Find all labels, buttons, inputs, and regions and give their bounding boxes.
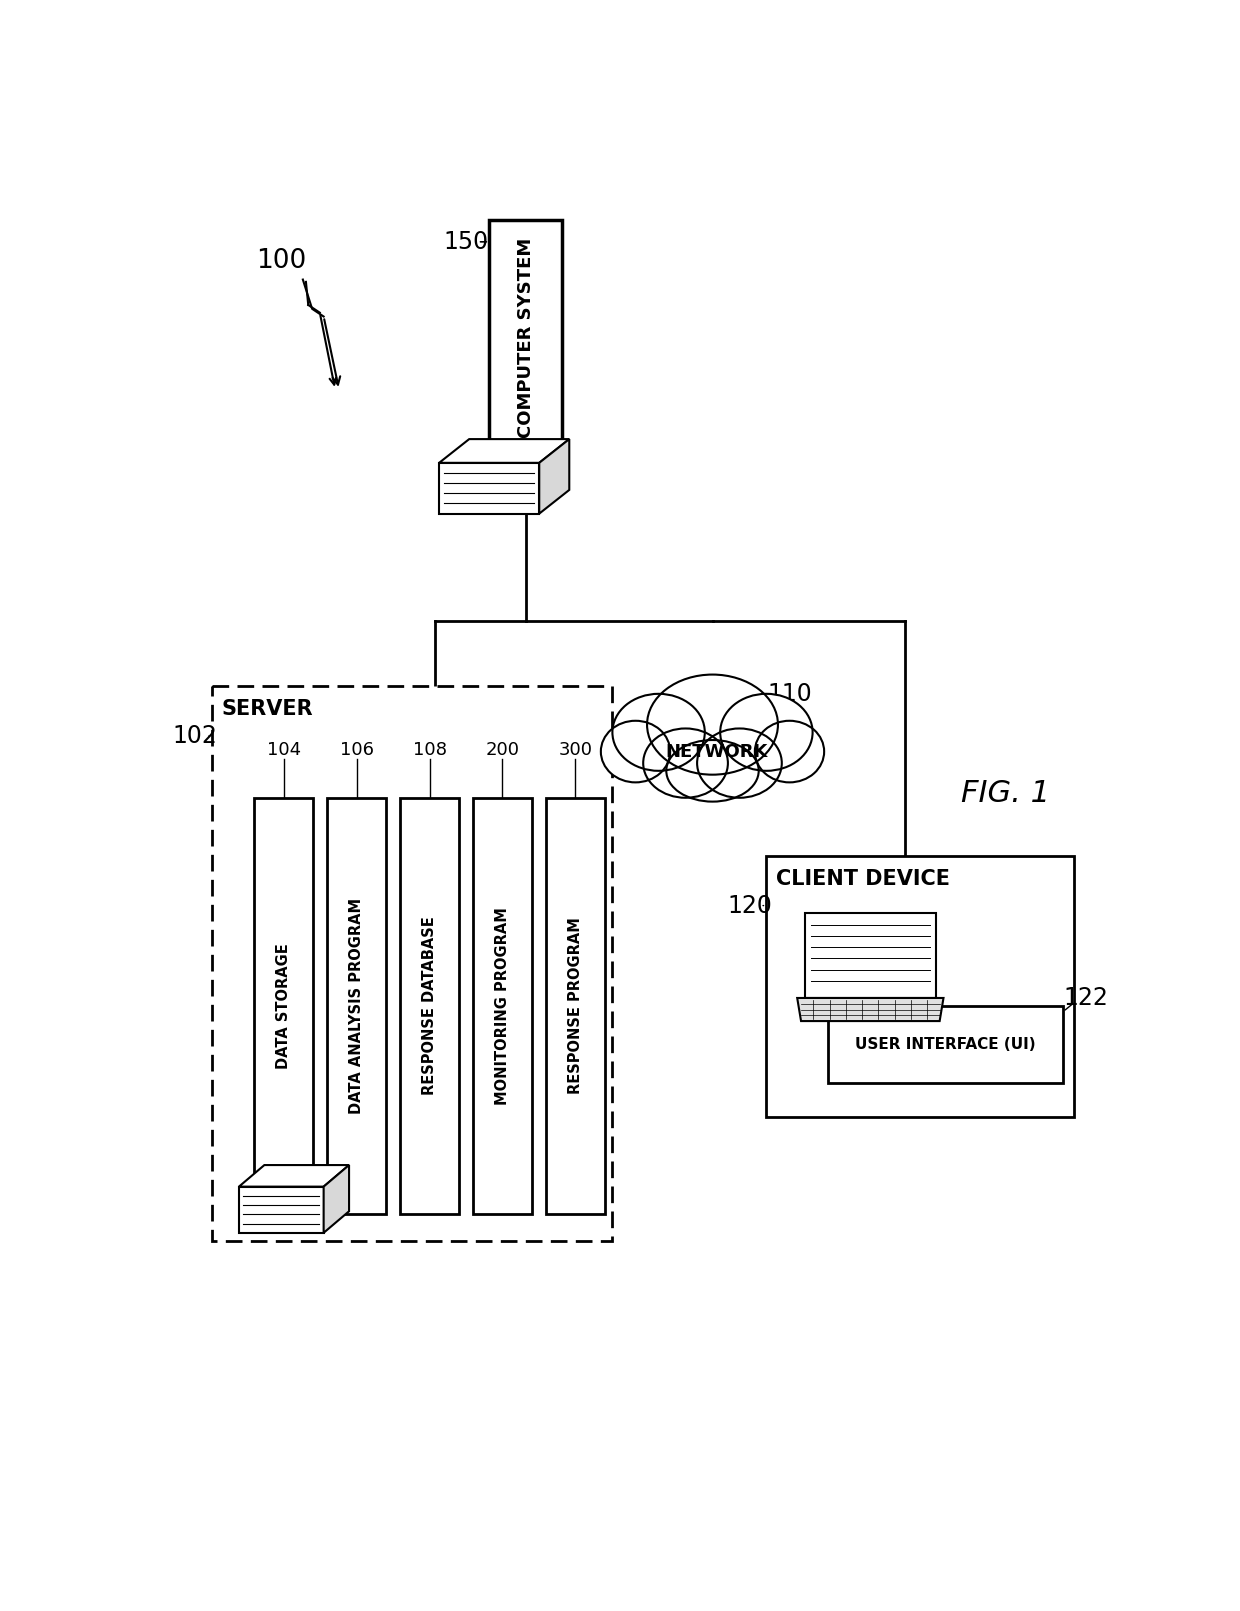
Text: CLIENT DEVICE: CLIENT DEVICE [776,868,950,889]
Text: 102: 102 [172,725,217,748]
Polygon shape [439,440,569,462]
Text: COMPUTER SYSTEM: COMPUTER SYSTEM [517,237,534,438]
Text: 120: 120 [727,894,771,918]
Bar [472,797,532,1213]
Polygon shape [539,440,569,514]
Bar [239,1187,324,1232]
Text: 100: 100 [257,248,306,274]
Text: 200: 200 [485,741,520,759]
Text: DATA ANALYSIS PROGRAM: DATA ANALYSIS PROGRAM [350,897,365,1113]
Bar [490,221,563,456]
Polygon shape [239,1165,350,1187]
Ellipse shape [697,728,781,797]
Polygon shape [324,1165,350,1232]
Text: SERVER: SERVER [221,699,312,719]
Bar [254,797,314,1213]
Bar [766,855,1074,1118]
Text: RESPONSE PROGRAM: RESPONSE PROGRAM [568,917,583,1094]
Text: MONITORING PROGRAM: MONITORING PROGRAM [495,907,510,1105]
Ellipse shape [644,728,728,797]
Polygon shape [797,997,944,1021]
Bar [212,686,613,1240]
Ellipse shape [666,739,759,802]
Text: 106: 106 [340,741,373,759]
Ellipse shape [720,694,812,770]
Bar [401,797,459,1213]
Text: FIG. 1: FIG. 1 [961,780,1049,809]
Text: DATA STORAGE: DATA STORAGE [277,942,291,1068]
Ellipse shape [647,675,777,775]
Bar [828,1005,1063,1083]
Ellipse shape [601,720,670,783]
Ellipse shape [613,694,704,770]
Bar [546,797,605,1213]
Text: 122: 122 [1064,986,1109,1010]
Bar [327,797,386,1213]
Bar [439,462,539,514]
Text: NETWORK: NETWORK [665,743,768,760]
Text: 110: 110 [768,681,812,706]
Text: 104: 104 [267,741,301,759]
Text: 150: 150 [444,230,489,255]
Polygon shape [805,913,936,997]
Text: 300: 300 [558,741,593,759]
Ellipse shape [755,720,825,783]
Text: USER INTERFACE (UI): USER INTERFACE (UI) [856,1036,1035,1052]
Text: RESPONSE DATABASE: RESPONSE DATABASE [422,917,436,1095]
Text: 108: 108 [413,741,446,759]
